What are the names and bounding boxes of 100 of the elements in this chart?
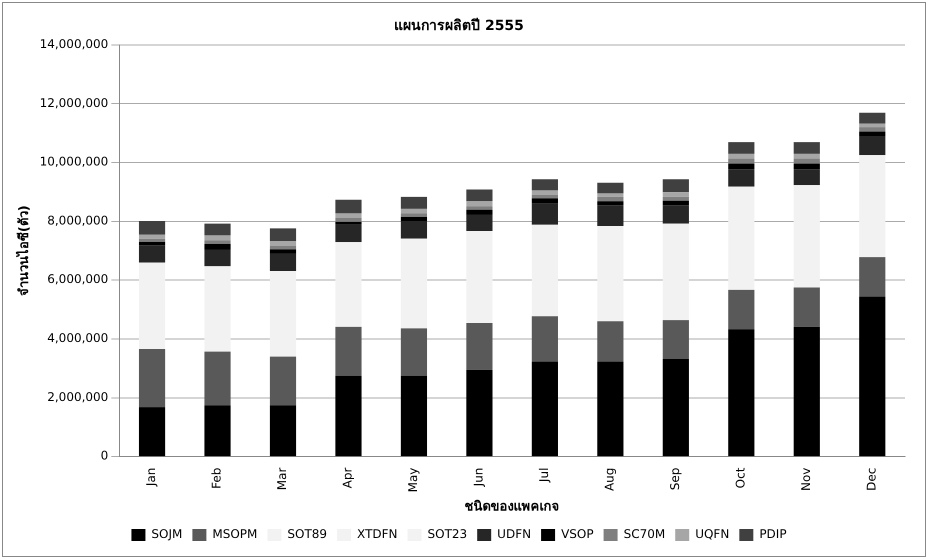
bar	[270, 356, 296, 406]
bar	[532, 179, 558, 190]
bar	[728, 154, 754, 159]
bar	[270, 254, 296, 271]
bar	[204, 405, 231, 456]
bar	[204, 250, 231, 266]
bar	[204, 352, 231, 406]
legend-label: VSOP	[561, 527, 594, 542]
bar	[466, 190, 493, 202]
bar	[270, 228, 296, 241]
bar	[270, 405, 296, 456]
bar	[138, 262, 166, 349]
bar	[597, 321, 624, 362]
bar	[466, 201, 493, 206]
x-tick-label: Dec	[864, 468, 878, 491]
bar	[532, 190, 558, 195]
bar	[466, 230, 493, 324]
bar	[662, 179, 689, 192]
bar	[794, 158, 820, 164]
bar	[859, 155, 886, 258]
y-tick-label: 8,000,000	[47, 213, 108, 228]
y-tick-label: 12,000,000	[40, 96, 108, 110]
legend-label: MSOPM	[212, 527, 258, 542]
bar	[466, 210, 493, 215]
bar	[728, 164, 754, 170]
bar	[270, 240, 296, 246]
bar	[270, 250, 296, 254]
x-tick-label: Jan	[144, 468, 158, 488]
bar	[859, 112, 886, 124]
bar	[662, 320, 689, 359]
bar	[728, 169, 754, 187]
bar	[466, 370, 493, 456]
x-tick-label: Oct	[733, 467, 748, 488]
bar	[859, 132, 886, 137]
bar	[532, 194, 558, 198]
bar	[662, 205, 689, 224]
y-tick-label: 2,000,000	[47, 390, 108, 404]
bar	[335, 222, 362, 225]
bar	[335, 218, 362, 222]
bar	[597, 196, 624, 202]
legend-label: UQFN	[695, 527, 730, 542]
bar	[138, 407, 166, 456]
bar	[466, 206, 493, 210]
bar	[335, 200, 362, 214]
bar	[728, 290, 754, 330]
x-tick-label: Nov	[798, 468, 813, 492]
bar	[597, 226, 624, 322]
chart-title: แผนการผลิตปี 2555	[394, 18, 524, 34]
legend-label: UDFN	[497, 527, 532, 542]
bar	[138, 234, 166, 239]
bar	[859, 296, 886, 456]
bar	[859, 124, 886, 128]
bar	[662, 224, 689, 320]
bar	[597, 182, 624, 194]
legend-label: SC70M	[624, 527, 666, 542]
bar	[859, 127, 886, 132]
bar	[662, 200, 689, 206]
bar	[138, 220, 166, 235]
x-tick-label: Feb	[210, 468, 224, 489]
bar	[204, 244, 231, 250]
x-axis-title: ชนิดของแพคเกจ	[464, 500, 560, 515]
x-tick-label: Jun	[472, 468, 486, 488]
x-tick-label: Apr	[340, 468, 355, 488]
bar	[204, 224, 231, 236]
y-tick-label: 6,000,000	[47, 272, 108, 286]
bar	[597, 205, 624, 226]
bar	[532, 362, 558, 456]
bar	[400, 208, 428, 214]
y-tick-label: 14,000,000	[40, 36, 108, 51]
bar	[794, 326, 820, 456]
legend-label: XTDFN	[357, 527, 398, 542]
bar	[662, 196, 689, 201]
x-tick-label: Mar	[275, 468, 290, 490]
y-axis-title: จำนวนไอซี(ตัว)	[15, 205, 32, 296]
bar	[138, 242, 166, 246]
bar	[400, 328, 428, 376]
bar	[138, 238, 166, 242]
bar	[335, 213, 362, 218]
bar	[662, 192, 689, 197]
legend-label: SOT89	[287, 527, 328, 542]
bar	[204, 266, 231, 352]
y-tick-label: 10,000,000	[40, 154, 108, 169]
bar	[335, 242, 362, 327]
bar	[400, 238, 428, 328]
bar	[859, 257, 886, 297]
bar	[400, 220, 428, 239]
bar	[138, 348, 166, 408]
bar	[794, 185, 820, 288]
bar	[532, 198, 558, 204]
bar	[794, 142, 820, 154]
bar	[728, 329, 754, 456]
bar	[597, 362, 624, 456]
bar	[466, 214, 493, 231]
bar	[400, 376, 428, 456]
x-tick-label: Sep	[668, 468, 682, 490]
bar	[335, 326, 362, 376]
bar	[204, 235, 231, 240]
bar	[728, 186, 754, 290]
bar	[270, 270, 296, 357]
bar	[532, 316, 558, 362]
